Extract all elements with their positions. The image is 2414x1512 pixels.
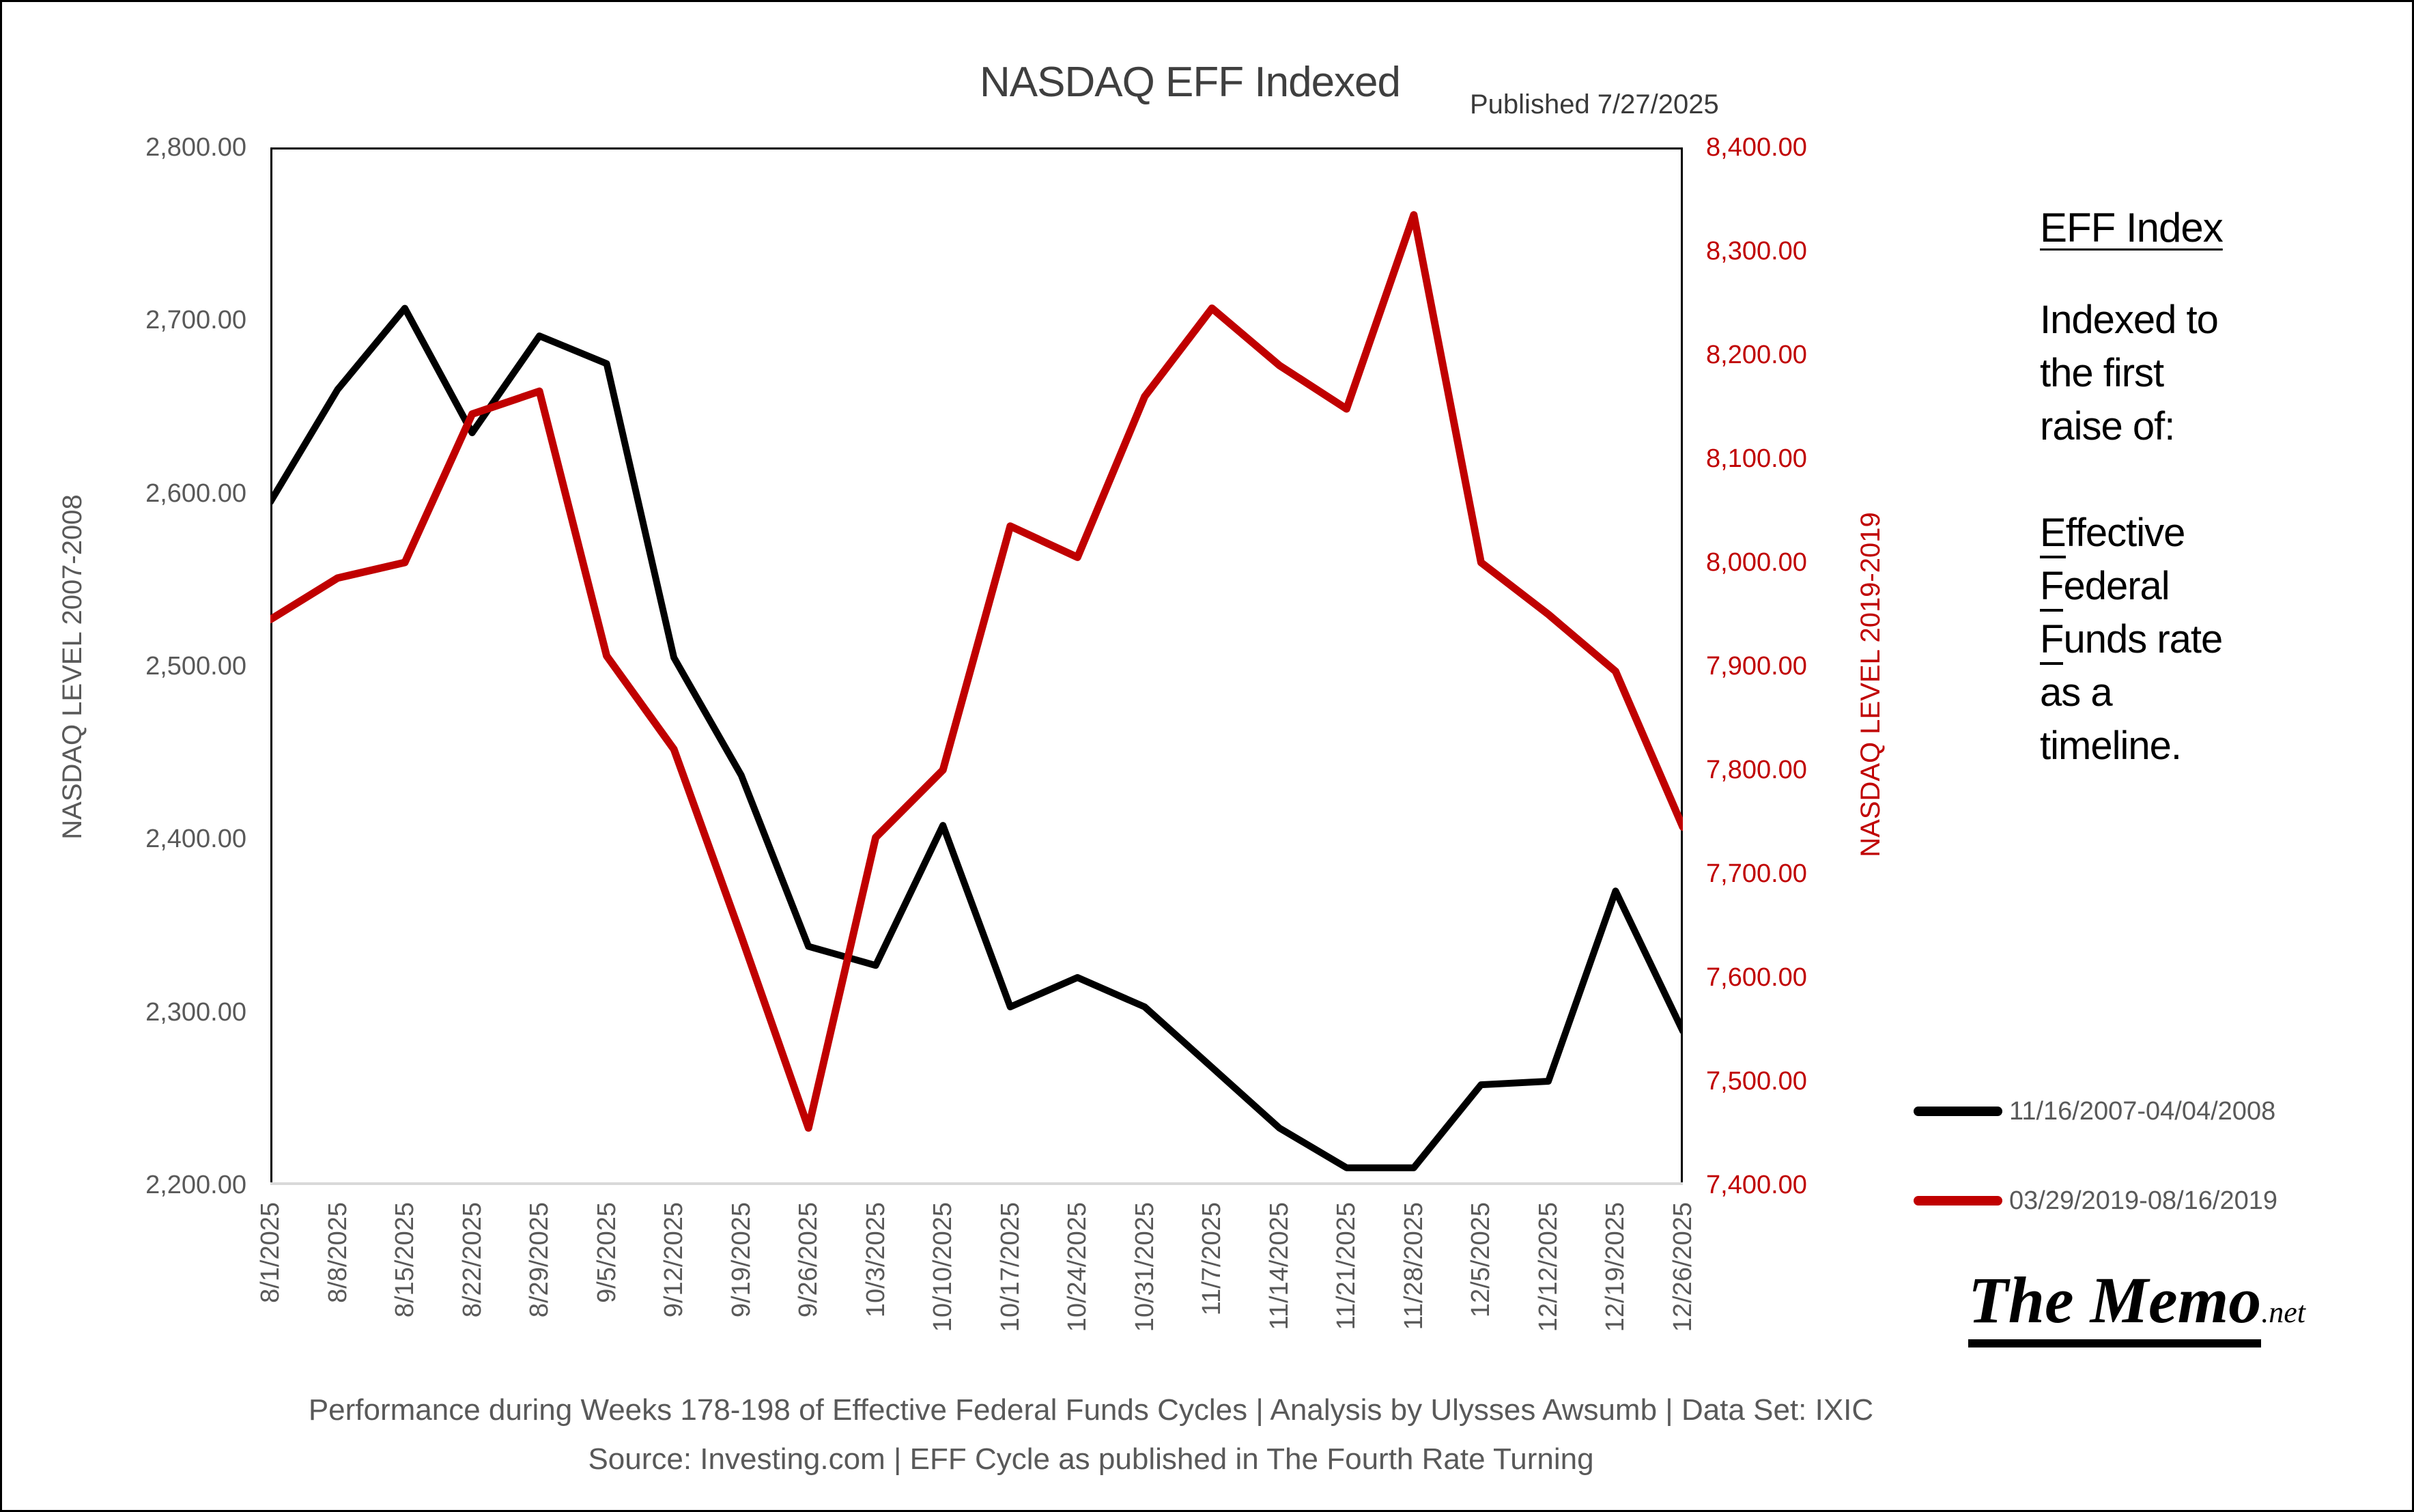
side-note-line: as a — [2040, 670, 2113, 715]
x-tick-label: 12/19/2025 — [1601, 1202, 1630, 1332]
x-tick-label: 10/3/2025 — [861, 1202, 890, 1318]
x-tick-label: 11/28/2025 — [1399, 1202, 1428, 1330]
series-line-03-29-2019-08-16-2019 — [270, 211, 1683, 1132]
y-tick-label-right: 8,200.00 — [1706, 341, 1807, 369]
underlined-initial: F — [2040, 617, 2064, 665]
y-tick-label-left: 2,500.00 — [145, 652, 246, 681]
y-tick-label-left: 2,300.00 — [145, 997, 246, 1027]
plot-area — [270, 147, 1683, 1185]
y-tick-label-left: 2,200.00 — [145, 1171, 246, 1199]
legend-item: 03/29/2019-08/16/2019 — [1914, 1185, 2277, 1216]
x-tick-label: 11/14/2025 — [1264, 1202, 1294, 1330]
side-note-line: Funds rate — [2040, 613, 2395, 666]
left-axis-title: NASDAQ LEVEL 2007-2008 — [57, 494, 87, 840]
y-tick-label-right: 7,700.00 — [1706, 859, 1807, 888]
x-tick-label: 12/26/2025 — [1668, 1202, 1697, 1332]
legend-item: 11/16/2007-04/04/2008 — [1914, 1096, 2275, 1127]
legend-swatch — [1914, 1196, 2002, 1206]
underlined-initial: E — [2040, 511, 2067, 558]
x-tick-label: 12/12/2025 — [1533, 1202, 1563, 1332]
x-tick-label: 8/15/2025 — [390, 1202, 420, 1318]
y-tick-label-left: 2,800.00 — [145, 133, 246, 162]
legend-label: 03/29/2019-08/16/2019 — [2009, 1186, 2278, 1215]
side-note-line: the first — [2040, 351, 2164, 395]
y-tick-label-left: 2,600.00 — [145, 479, 246, 508]
x-tick-label: 8/29/2025 — [525, 1202, 554, 1318]
side-note-paragraph-2: Effective Federal Funds rate as a timeline. — [2040, 507, 2395, 773]
series-line-11-16-2007-04-04-2008 — [270, 304, 1683, 1171]
x-tick-label: 10/31/2025 — [1130, 1202, 1159, 1332]
chart-title: NASDAQ EFF Indexed — [980, 59, 1401, 106]
y-tick-label-right: 7,400.00 — [1706, 1171, 1807, 1199]
y-tick-label-right: 7,600.00 — [1706, 963, 1807, 992]
x-tick-label: 8/1/2025 — [256, 1202, 285, 1303]
x-tick-label: 8/8/2025 — [323, 1202, 352, 1303]
published-date: Published 7/27/2025 — [1470, 89, 1719, 119]
side-note-panel: EFF Index Indexed to the first raise of: E… — [2040, 204, 2395, 773]
right-axis-title: NASDAQ LEVEL 2019-2019 — [1856, 512, 1886, 857]
side-note-heading: EFF Index — [2040, 205, 2224, 251]
brand-logo: The Memo.net — [1968, 1262, 2306, 1347]
brand-name: The Memo — [1968, 1264, 2262, 1347]
y-tick-label-right: 8,000.00 — [1706, 548, 1807, 577]
y-tick-label-right: 8,300.00 — [1706, 237, 1807, 266]
x-tick-label: 9/19/2025 — [726, 1202, 756, 1318]
y-tick-label-left: 2,400.00 — [145, 825, 246, 854]
side-note-line: raise of: — [2040, 404, 2175, 448]
x-tick-label: 10/24/2025 — [1063, 1202, 1092, 1332]
x-tick-label: 11/21/2025 — [1332, 1202, 1361, 1330]
side-note-line: timeline. — [2040, 724, 2182, 768]
caption-line-1: Performance during Weeks 178-198 of Effe… — [308, 1393, 1874, 1427]
y-tick-label-right: 8,400.00 — [1706, 133, 1807, 162]
brand-suffix: .net — [2261, 1296, 2306, 1329]
x-tick-label: 10/10/2025 — [928, 1202, 958, 1332]
x-tick-label: 11/7/2025 — [1197, 1202, 1227, 1316]
legend-label: 11/16/2007-04/04/2008 — [2009, 1096, 2276, 1126]
side-note-line: Indexed to — [2040, 298, 2219, 342]
caption-line-2: Source: Investing.com | EFF Cycle as pub… — [588, 1442, 1594, 1476]
side-note-gap — [2040, 453, 2395, 507]
y-tick-label-right: 8,100.00 — [1706, 444, 1807, 473]
underlined-initial: F — [2040, 564, 2064, 612]
y-tick-label-right: 7,800.00 — [1706, 756, 1807, 784]
side-note-line: Effective — [2040, 507, 2395, 560]
x-tick-label: 9/26/2025 — [794, 1202, 823, 1318]
x-tick-label: 10/17/2025 — [995, 1202, 1025, 1332]
side-note-paragraph-1: Indexed to the first raise of: — [2040, 294, 2395, 453]
x-tick-label: 9/5/2025 — [592, 1202, 621, 1303]
legend-swatch — [1914, 1107, 2002, 1116]
y-tick-label-right: 7,900.00 — [1706, 652, 1807, 681]
x-tick-label: 8/22/2025 — [457, 1202, 487, 1318]
side-note-line: Federal — [2040, 560, 2395, 613]
y-tick-label-right: 7,500.00 — [1706, 1067, 1807, 1096]
x-tick-label: 12/5/2025 — [1466, 1202, 1496, 1318]
y-tick-label-left: 2,700.00 — [145, 306, 246, 335]
x-tick-label: 9/12/2025 — [659, 1202, 689, 1318]
